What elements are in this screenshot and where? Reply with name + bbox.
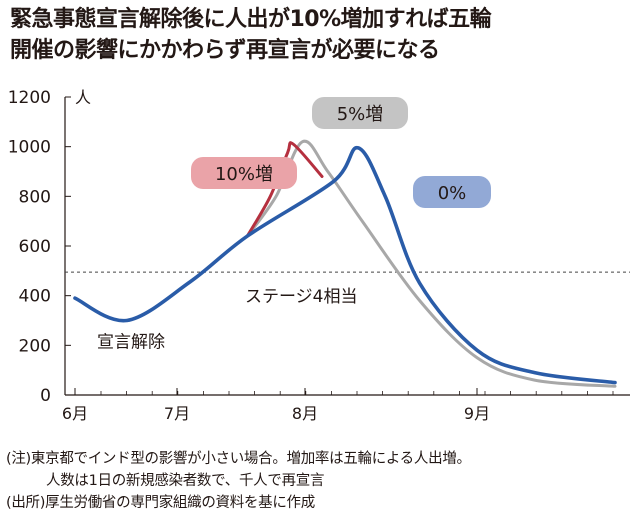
source-line: (出所)厚生労働省の専門家組織の資料を基に作成 [6, 495, 315, 511]
series-line-10pct [245, 141, 324, 238]
badge-5pct [312, 97, 408, 129]
y-tick-label: 600 [19, 237, 51, 257]
chart-title: 緊急事態宣言解除後に人出が10%増加すれば五輪 開催の影響にかかわらず再宣言が必… [10, 4, 634, 66]
title-line-2: 開催の影響にかかわらず再宣言が必要になる [10, 38, 440, 63]
x-tick-label: 8月 [292, 404, 318, 423]
y-tick-label: 200 [19, 336, 51, 356]
note-line-1: (注)東京都でインド型の影響が小さい場合。増加率は五輪による人出増。 [6, 451, 471, 467]
title-line-1: 緊急事態宣言解除後に人出が10%増加すれば五輪 [10, 7, 492, 32]
badge-0pct-label: 0% [438, 183, 467, 204]
x-tick-label: 9月 [464, 404, 490, 423]
y-tick-label: 800 [19, 187, 51, 207]
y-tick-label: 1000 [8, 138, 51, 158]
series-line-0pct [73, 146, 617, 385]
note-line-2: 人数は1日の新規感染者数で、千人で再宣言 [46, 473, 325, 489]
badge-5pct-label: 5%増 [337, 104, 384, 125]
y-tick-label: 0 [40, 386, 51, 406]
x-tick-label: 7月 [164, 404, 190, 423]
line-chart: 0 200 400 600 800 1000 1200 人 6月 7月 8月 9月 ステージ4相当宣言解… [8, 88, 630, 423]
badge-0pct [413, 176, 491, 208]
badge-10pct [191, 157, 297, 189]
badge-10pct-label: 10%増 [215, 164, 273, 185]
footnotes: (注)東京都でインド型の影響が小さい場合。増加率は五輪による人出増。 人数は1日… [6, 448, 636, 514]
lifting-annotation: 宣言解除 [97, 332, 165, 352]
stage4-label: ステージ4相当 [245, 287, 357, 307]
x-tick-label: 6月 [62, 404, 88, 423]
y-tick-label: 400 [19, 287, 51, 307]
y-tick-label: 1200 [8, 88, 51, 108]
y-axis-unit: 人 [75, 88, 91, 107]
